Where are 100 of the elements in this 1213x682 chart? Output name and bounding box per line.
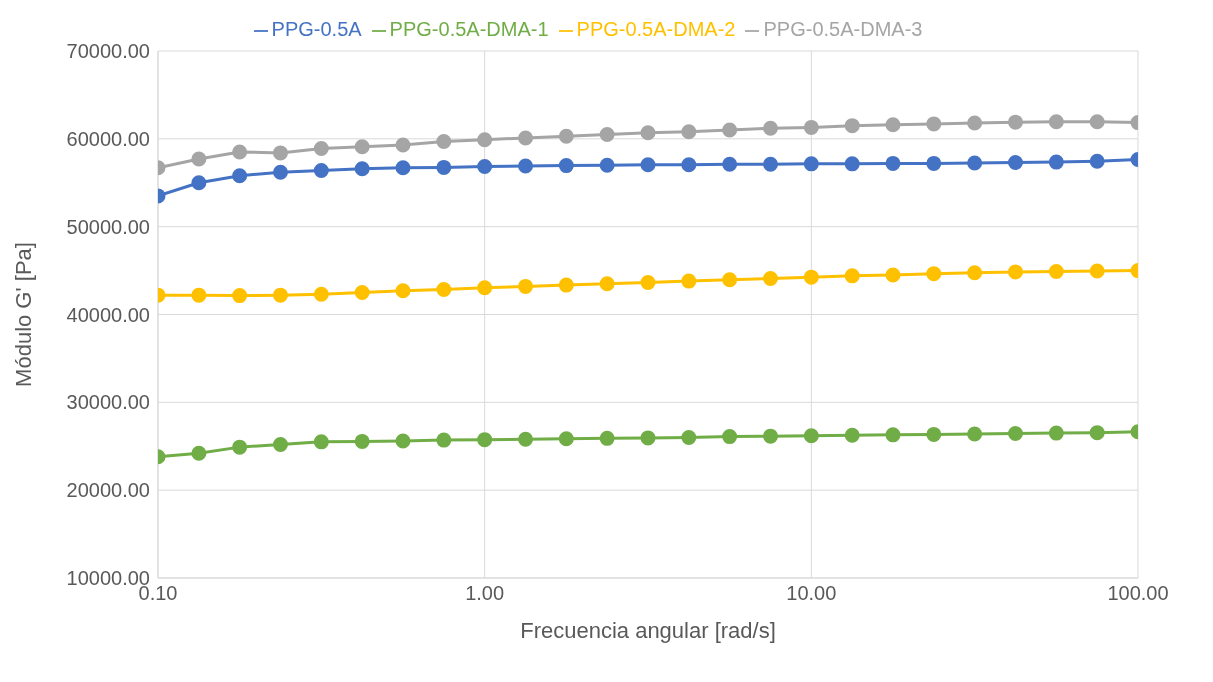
point: [599, 157, 615, 173]
point: [395, 283, 411, 299]
point: [191, 287, 207, 303]
point: [395, 137, 411, 153]
point: [885, 117, 901, 133]
point: [844, 268, 860, 284]
point: [599, 276, 615, 292]
point: [803, 156, 819, 172]
point: [1089, 425, 1105, 441]
point: [518, 130, 534, 146]
point: [640, 430, 656, 446]
point: [1048, 114, 1064, 130]
point: [191, 175, 207, 191]
point: [477, 432, 493, 448]
point: [232, 288, 248, 304]
point: [1089, 114, 1105, 130]
point: [1048, 263, 1064, 279]
point: [1089, 153, 1105, 169]
point: [354, 285, 370, 301]
point: [354, 433, 370, 449]
point: [436, 281, 452, 297]
point: [885, 267, 901, 283]
point: [395, 433, 411, 449]
point: [558, 128, 574, 144]
y-tick-label: 30000.00: [66, 391, 150, 414]
point: [1048, 425, 1064, 441]
point: [558, 431, 574, 447]
point: [518, 158, 534, 174]
point: [191, 445, 207, 461]
point: [354, 161, 370, 177]
point: [885, 427, 901, 443]
point: [926, 426, 942, 442]
point: [518, 431, 534, 447]
point: [272, 145, 288, 161]
point: [967, 265, 983, 281]
point: [1008, 264, 1023, 280]
point: [191, 151, 207, 167]
point: [763, 156, 778, 172]
y-tick-label: 70000.00: [66, 40, 150, 63]
point: [558, 158, 574, 174]
legend-label: PPG-0.5A-DMA-2: [576, 18, 736, 40]
point: [844, 427, 860, 443]
point: [558, 277, 574, 293]
point: [477, 280, 493, 296]
y-tick-label: 60000.00: [66, 127, 150, 150]
point: [599, 126, 615, 142]
point: [640, 157, 656, 173]
point: [232, 168, 248, 184]
point: [1008, 114, 1023, 130]
point: [272, 164, 288, 180]
point: [518, 278, 534, 294]
point: [681, 157, 697, 173]
point: [844, 156, 860, 172]
point: [722, 272, 738, 288]
point: [763, 270, 778, 286]
legend-label: PPG-0.5A-DMA-3: [763, 18, 923, 40]
point: [926, 116, 942, 132]
point: [844, 118, 860, 134]
point: [272, 436, 288, 452]
y-tick-label: 40000.00: [66, 303, 150, 326]
point: [1048, 154, 1064, 170]
point: [722, 122, 738, 138]
point: [640, 274, 656, 290]
point: [1089, 263, 1105, 279]
point: [681, 429, 697, 445]
point: [926, 266, 942, 282]
point: [926, 155, 942, 171]
point: [681, 273, 697, 289]
y-tick-label: 50000.00: [66, 215, 150, 238]
point: [803, 428, 819, 444]
legend-label: PPG-0.5A-DMA-1: [389, 18, 549, 40]
point: [395, 160, 411, 176]
y-tick-label: 20000.00: [66, 479, 150, 502]
y-axis-title: Módulo G' [Pa]: [10, 242, 36, 387]
point: [803, 269, 819, 285]
point: [967, 115, 983, 131]
point: [436, 133, 452, 149]
point: [354, 139, 370, 155]
point: [722, 429, 738, 445]
point: [763, 120, 778, 136]
point: [477, 132, 493, 148]
point: [803, 119, 819, 135]
x-tick-label: 100.00: [1107, 582, 1169, 605]
point: [313, 434, 329, 450]
point: [885, 155, 901, 171]
point: [763, 428, 778, 444]
x-tick-label: 10.00: [786, 582, 837, 605]
point: [232, 439, 248, 455]
point: [477, 159, 493, 174]
point: [436, 159, 452, 175]
point: [640, 125, 656, 141]
point: [272, 287, 288, 303]
point: [722, 156, 738, 172]
point: [1008, 426, 1023, 442]
point: [599, 430, 615, 446]
point: [436, 432, 452, 448]
point: [313, 141, 329, 156]
point: [967, 426, 983, 442]
point: [313, 286, 329, 302]
x-axis-title: Frecuencia angular [rad/s]: [520, 618, 776, 643]
